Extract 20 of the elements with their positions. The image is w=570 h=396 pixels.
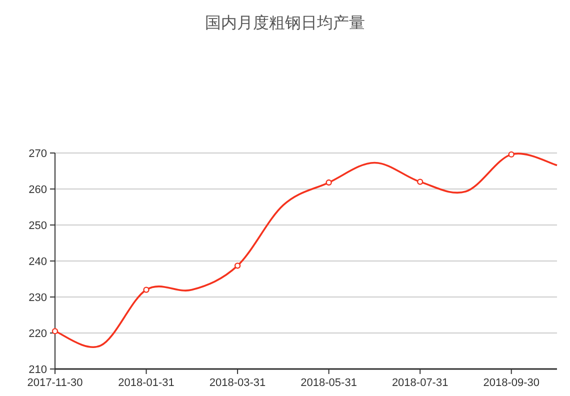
x-tick-label: 2018-05-31 — [300, 377, 357, 389]
point — [234, 262, 241, 269]
y-tick-label: 230 — [28, 292, 47, 304]
point — [416, 178, 424, 185]
x-tick-label: 2018-01-31 — [118, 377, 174, 389]
x-tick-label: 2018-03-31 — [209, 377, 266, 389]
point — [52, 328, 58, 334]
x-tick-label: 2017-11-30 — [27, 377, 83, 389]
y-tick-label: 260 — [28, 184, 47, 196]
point — [508, 151, 514, 158]
y-tick-label: 210 — [28, 364, 47, 376]
point — [326, 179, 332, 186]
chart-title: 国内月度粗钢日均产量 — [205, 14, 365, 32]
y-tick-label: 270 — [28, 148, 47, 160]
y-tick-label: 250 — [28, 220, 47, 232]
y-tick-label: 240 — [28, 256, 47, 268]
point — [143, 286, 150, 293]
x-tick-label: 2018-07-31 — [392, 377, 448, 389]
y-tick-label: 220 — [28, 328, 47, 340]
x-tick-label: 2018-09-30 — [483, 377, 540, 389]
